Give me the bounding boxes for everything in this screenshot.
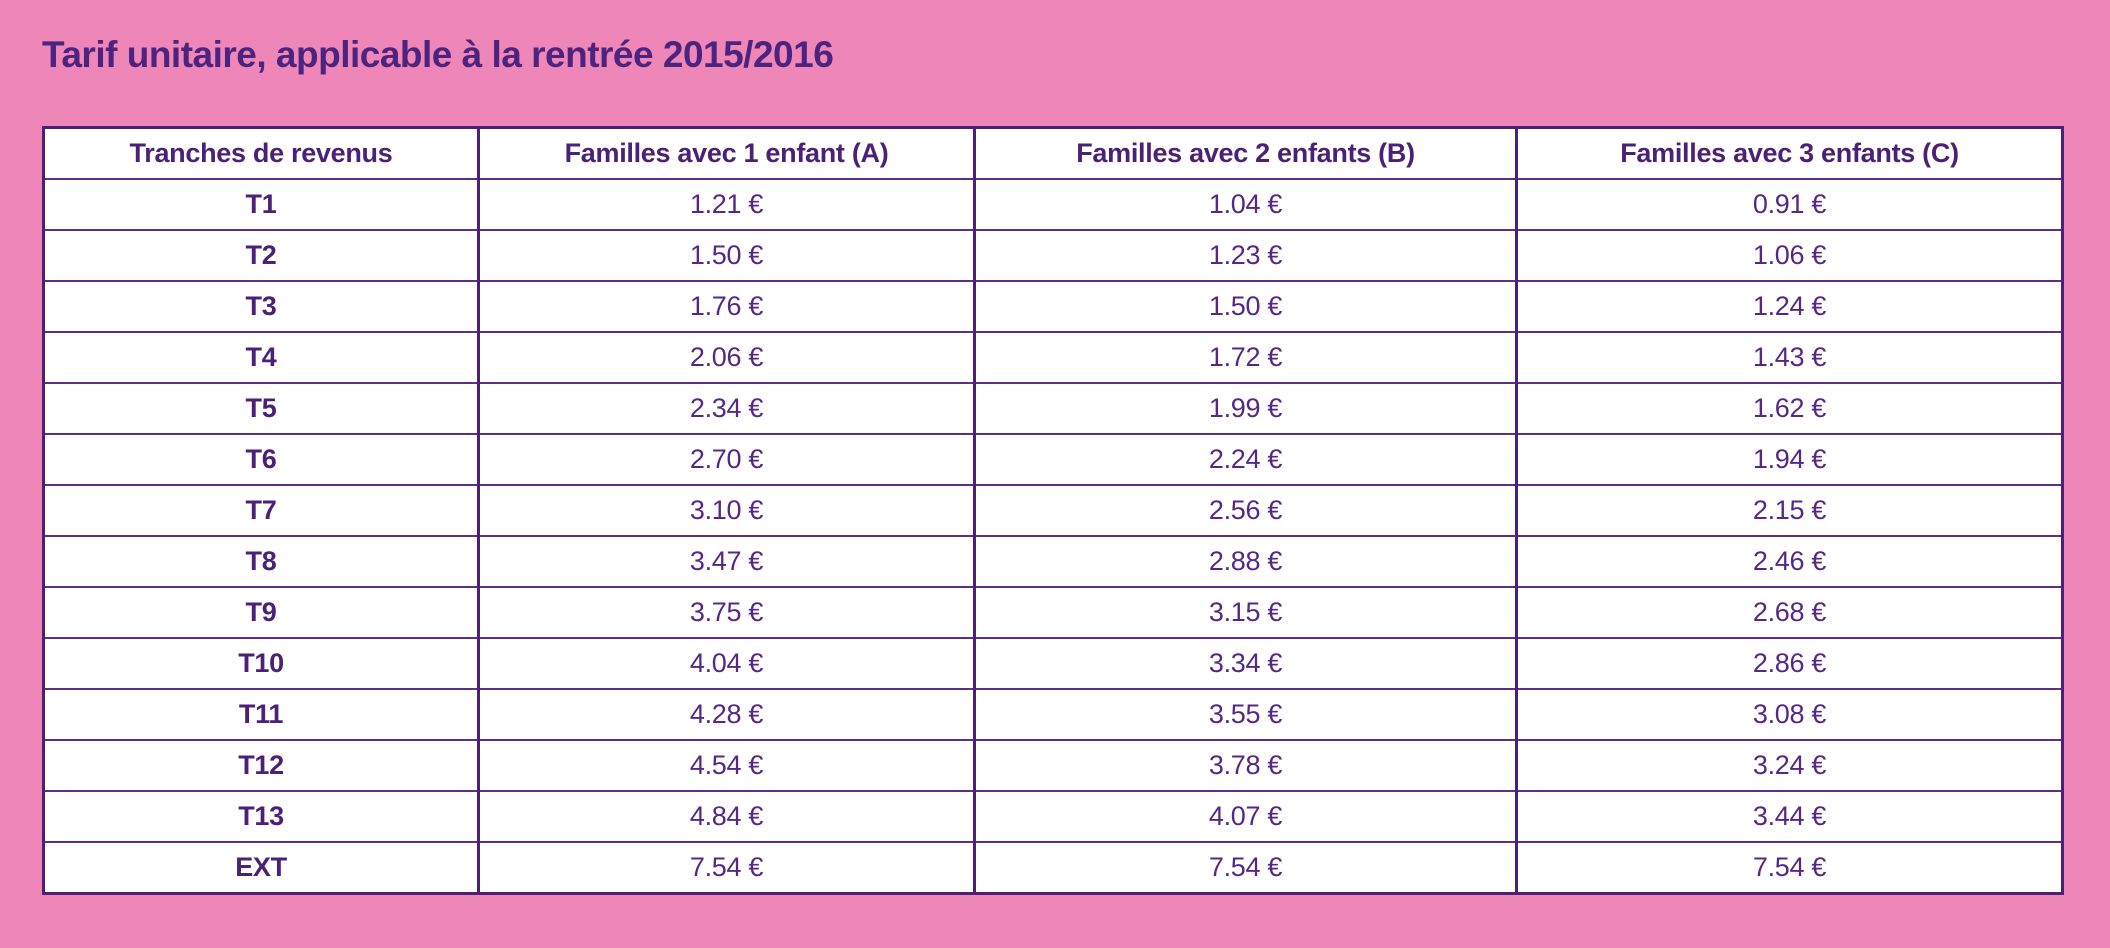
tranche-label: T2	[42, 229, 480, 282]
tranche-label: T6	[42, 433, 480, 486]
table-row: T12 4.54 €3.78 €3.24 €	[42, 739, 2064, 792]
tranche-label: T12	[42, 739, 480, 792]
table-row: T7 3.10 €2.56 €2.15 €	[42, 484, 2064, 537]
price-cell: 7.54 €	[973, 841, 1518, 895]
price-cell: 3.55 €	[973, 688, 1518, 741]
price-cell: 4.04 €	[477, 637, 976, 690]
price-cell: 0.91 €	[1515, 178, 2064, 231]
table-row: T2 1.50 €1.23 €1.06 €	[42, 229, 2064, 282]
header-row: Tranches de revenus Familles avec 1 enfa…	[42, 126, 2064, 180]
price-cell: 3.34 €	[973, 637, 1518, 690]
price-cell: 2.34 €	[477, 382, 976, 435]
price-cell: 2.15 €	[1515, 484, 2064, 537]
column-header-3-enfants: Familles avec 3 enfants (C)	[1515, 126, 2064, 180]
price-cell: 1.94 €	[1515, 433, 2064, 486]
price-cell: 2.56 €	[973, 484, 1518, 537]
price-cell: 2.86 €	[1515, 637, 2064, 690]
tranche-label: T3	[42, 280, 480, 333]
table-row: T9 3.75 €3.15 €2.68 €	[42, 586, 2064, 639]
price-cell: 1.23 €	[973, 229, 1518, 282]
tranche-label: T5	[42, 382, 480, 435]
price-cell: 1.50 €	[477, 229, 976, 282]
page-title: Tarif unitaire, applicable à la rentrée …	[42, 34, 834, 75]
tranche-label: EXT	[42, 841, 480, 895]
price-cell: 1.72 €	[973, 331, 1518, 384]
tranche-label: T9	[42, 586, 480, 639]
tranche-label: T4	[42, 331, 480, 384]
price-cell: 1.24 €	[1515, 280, 2064, 333]
price-cell: 2.88 €	[973, 535, 1518, 588]
column-header-tranches: Tranches de revenus	[42, 126, 480, 180]
price-cell: 3.10 €	[477, 484, 976, 537]
price-cell: 3.15 €	[973, 586, 1518, 639]
table-row: T10 4.04 €3.34 €2.86 €	[42, 637, 2064, 690]
table-row: T11 4.28 €3.55 €3.08 €	[42, 688, 2064, 741]
table-row: T13 4.84 €4.07 €3.44 €	[42, 790, 2064, 843]
price-cell: 1.76 €	[477, 280, 976, 333]
price-cell: 1.50 €	[973, 280, 1518, 333]
tranche-label: T1	[42, 178, 480, 231]
price-cell: 4.28 €	[477, 688, 976, 741]
price-cell: 3.78 €	[973, 739, 1518, 792]
tranche-label: T10	[42, 637, 480, 690]
price-cell: 4.07 €	[973, 790, 1518, 843]
price-cell: 2.68 €	[1515, 586, 2064, 639]
price-cell: 2.06 €	[477, 331, 976, 384]
table-row: T4 2.06 €1.72 €1.43 €	[42, 331, 2064, 384]
price-cell: 1.04 €	[973, 178, 1518, 231]
price-cell: 3.24 €	[1515, 739, 2064, 792]
price-cell: 3.75 €	[477, 586, 976, 639]
price-cell: 2.70 €	[477, 433, 976, 486]
price-cell: 7.54 €	[1515, 841, 2064, 895]
price-cell: 1.06 €	[1515, 229, 2064, 282]
tranche-label: T8	[42, 535, 480, 588]
price-cell: 3.47 €	[477, 535, 976, 588]
tranche-label: T13	[42, 790, 480, 843]
price-cell: 4.54 €	[477, 739, 976, 792]
price-cell: 1.99 €	[973, 382, 1518, 435]
price-cell: 3.44 €	[1515, 790, 2064, 843]
table-row: T6 2.70 €2.24 €1.94 €	[42, 433, 2064, 486]
price-cell: 1.21 €	[477, 178, 976, 231]
price-cell: 4.84 €	[477, 790, 976, 843]
table-row: T3 1.76 €1.50 €1.24 €	[42, 280, 2064, 333]
tranche-label: T11	[42, 688, 480, 741]
table-row: T8 3.47 €2.88 €2.46 €	[42, 535, 2064, 588]
table-row: T1 1.21 €1.04 €0.91 €	[42, 178, 2064, 231]
tariff-table: Tranches de revenus Familles avec 1 enfa…	[42, 126, 2064, 895]
price-cell: 2.24 €	[973, 433, 1518, 486]
table-row: EXT 7.54 €7.54 €7.54 €	[42, 841, 2064, 895]
column-header-1-enfant: Familles avec 1 enfant (A)	[477, 126, 976, 180]
price-cell: 1.62 €	[1515, 382, 2064, 435]
table-row: T5 2.34 €1.99 €1.62 €	[42, 382, 2064, 435]
price-cell: 2.46 €	[1515, 535, 2064, 588]
price-cell: 1.43 €	[1515, 331, 2064, 384]
price-cell: 7.54 €	[477, 841, 976, 895]
price-cell: 3.08 €	[1515, 688, 2064, 741]
column-header-2-enfants: Familles avec 2 enfants (B)	[973, 126, 1518, 180]
tranche-label: T7	[42, 484, 480, 537]
